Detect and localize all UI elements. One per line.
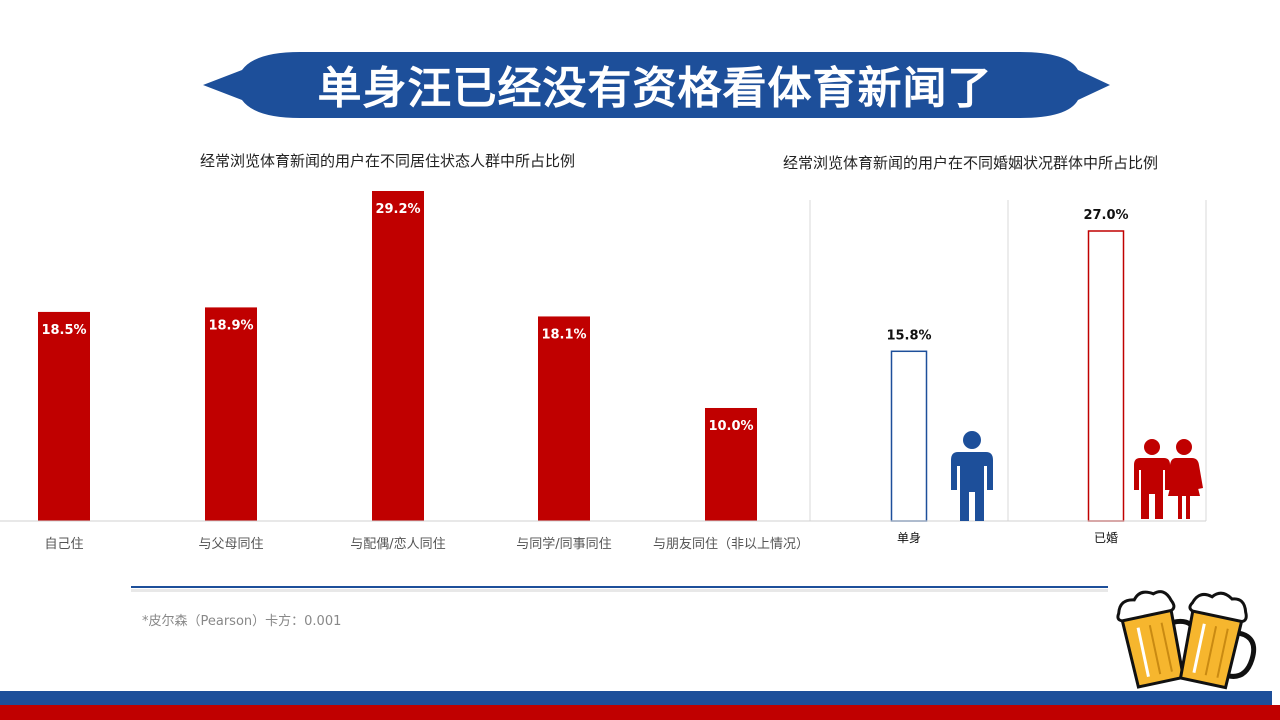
separator-line — [131, 586, 1108, 588]
living-bar-value-3: 18.1% — [541, 327, 586, 342]
living-status-chart-title: 经常浏览体育新闻的用户在不同居住状态人群中所占比例 — [200, 152, 576, 170]
living-bar-0 — [38, 311, 90, 521]
living-bar-1 — [205, 307, 257, 521]
living-bar-3 — [538, 316, 590, 521]
living-category-label-2: 与配偶/恋人同住 — [350, 536, 445, 552]
living-category-label-0: 自己住 — [44, 537, 83, 552]
page-title: 单身汪已经没有资格看体育新闻了 — [317, 63, 993, 114]
marital-status-chart: 15.8% 单身 27.0% 已婚 — [809, 200, 1207, 545]
bottom-red-stripe — [0, 705, 1280, 720]
bottom-blue-stripe — [0, 691, 1272, 705]
living-bar-value-0: 18.5% — [41, 323, 86, 338]
single-person-icon — [951, 431, 993, 521]
separator-shadow — [131, 589, 1108, 592]
living-category-label-3: 与同学/同事同住 — [516, 536, 611, 552]
marital-bar-1 — [1087, 230, 1125, 522]
living-category-label-1: 与父母同住 — [198, 537, 263, 552]
charts-area: 18.5% 自己住 18.9% 与父母同住 29.2% 与配偶/恋人同住 18.1% 与同学/… — [0, 191, 1207, 552]
living-category-label-4: 与朋友同住（非以上情况） — [653, 536, 809, 552]
marital-bar-0 — [890, 350, 928, 522]
footnote: *皮尔森（Pearson）卡方：0.001 — [142, 614, 342, 629]
beer-mugs-icon — [1116, 590, 1257, 690]
marital-status-chart-title: 经常浏览体育新闻的用户在不同婚姻状况群体中所占比例 — [783, 154, 1159, 172]
marital-category-label-0: 单身 — [897, 530, 921, 545]
living-bar-value-2: 29.2% — [375, 202, 420, 217]
banner-shape — [203, 52, 1110, 118]
living-bar-value-4: 10.0% — [708, 419, 753, 434]
marital-category-label-1: 已婚 — [1094, 531, 1118, 545]
living-bar-value-1: 18.9% — [208, 318, 253, 333]
marital-bar-value-0: 15.8% — [886, 328, 931, 343]
living-status-chart: 18.5% 自己住 18.9% 与父母同住 29.2% 与配偶/恋人同住 18.1% 与同学/… — [38, 191, 809, 552]
living-bar-4 — [705, 407, 757, 521]
couple-icon — [1134, 439, 1203, 519]
title-banner — [203, 52, 1110, 118]
marital-bar-value-1: 27.0% — [1083, 208, 1128, 223]
living-bar-2 — [372, 191, 424, 521]
